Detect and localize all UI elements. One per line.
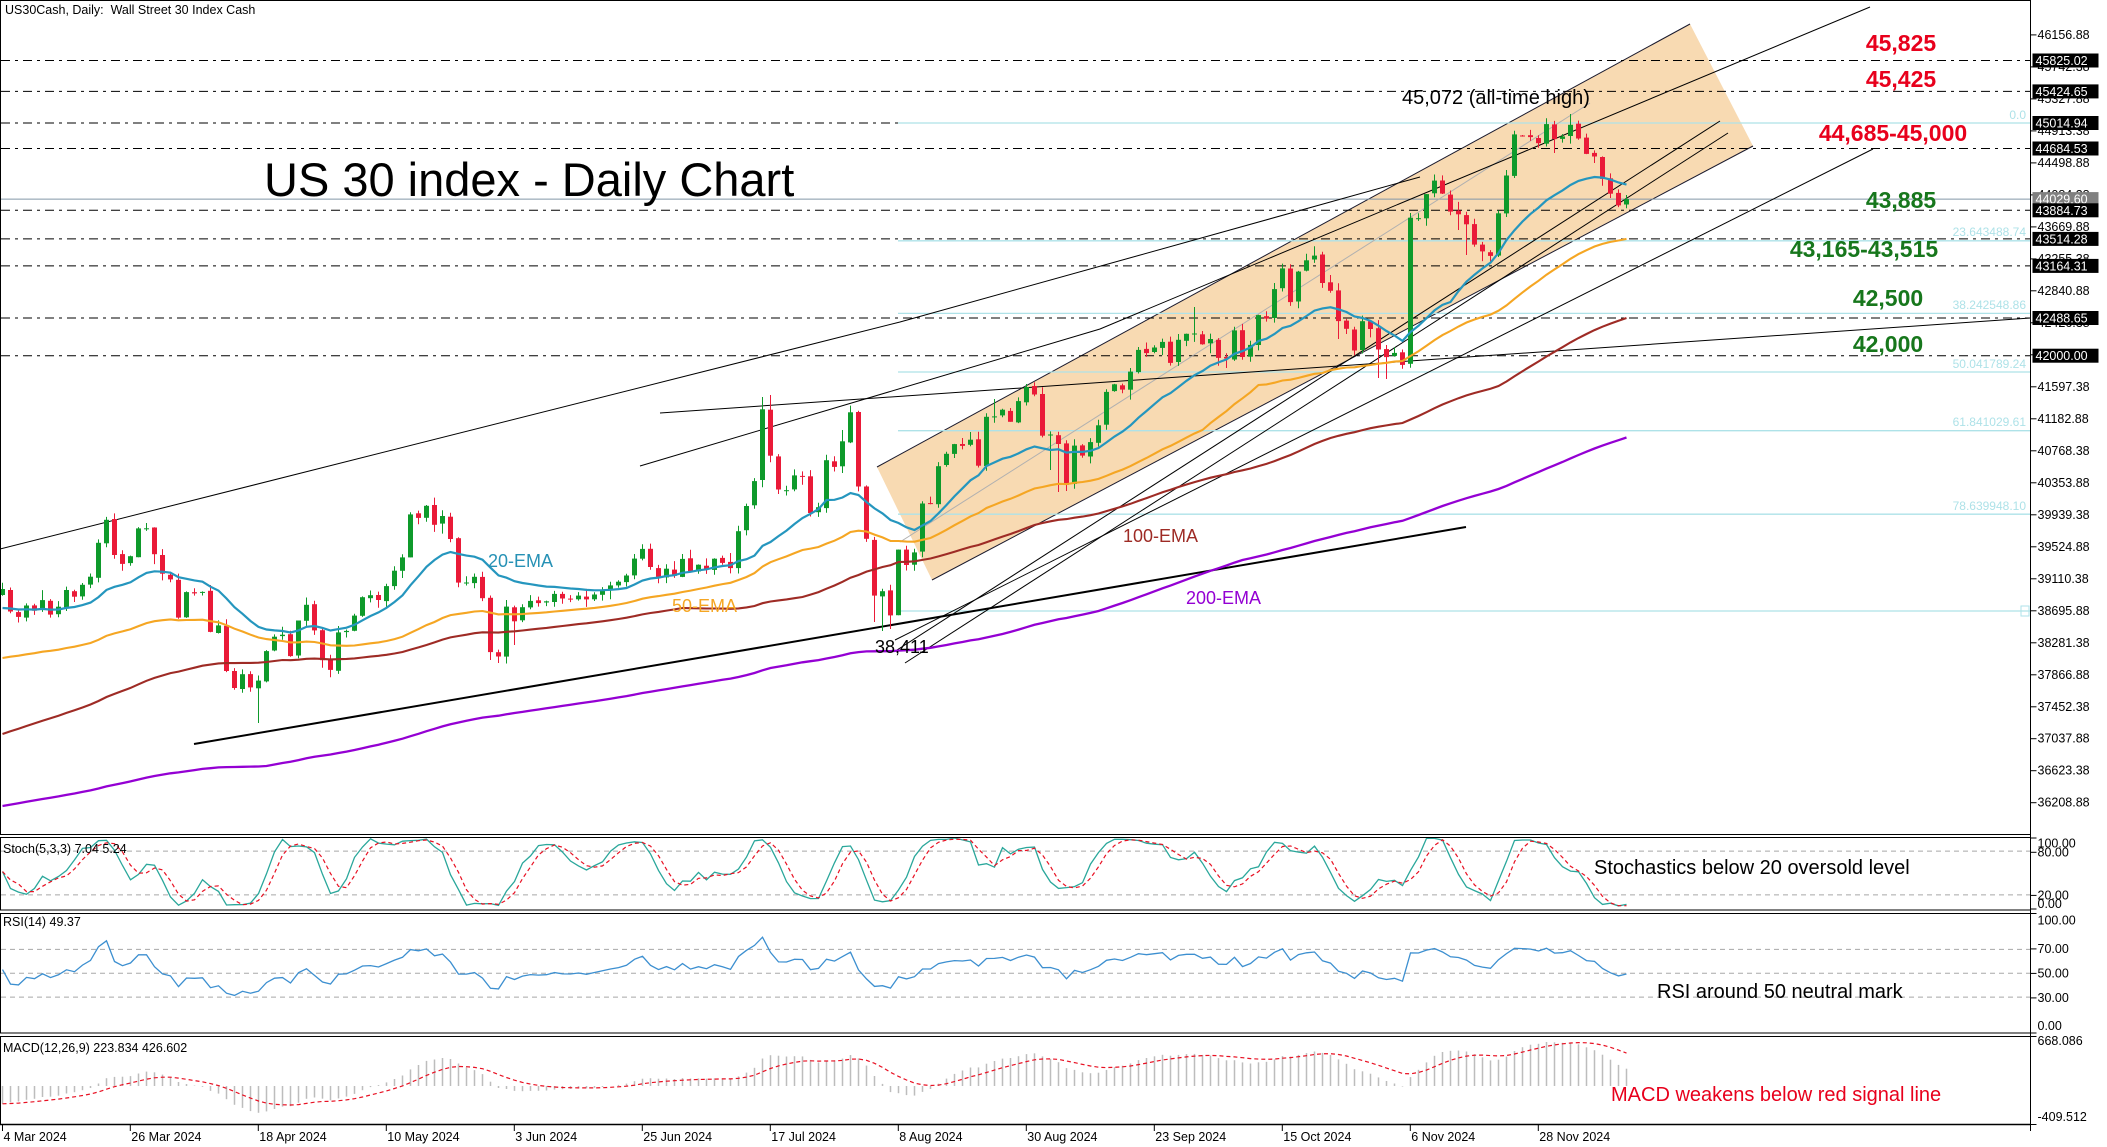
svg-text:30.00: 30.00 (2038, 991, 2069, 1005)
svg-text:42488.65: 42488.65 (2036, 312, 2088, 326)
svg-text:30 Aug 2024: 30 Aug 2024 (1027, 1130, 1097, 1144)
svg-text:44029.60: 44029.60 (2036, 193, 2088, 207)
svg-text:668.086: 668.086 (2038, 1034, 2083, 1048)
svg-text:Stoch(5,3,3) 7.04 5.24: Stoch(5,3,3) 7.04 5.24 (3, 842, 127, 856)
svg-text:38.242548.86: 38.242548.86 (1953, 298, 2027, 312)
svg-text:43,165-43,515: 43,165-43,515 (1790, 236, 1939, 262)
svg-text:RSI(14) 49.37: RSI(14) 49.37 (3, 915, 81, 929)
svg-text:36623.38: 36623.38 (2038, 764, 2090, 778)
svg-text:37452.38: 37452.38 (2038, 700, 2090, 714)
svg-text:43,885: 43,885 (1866, 187, 1937, 213)
svg-text:15 Oct 2024: 15 Oct 2024 (1283, 1130, 1351, 1144)
svg-text:43514.28: 43514.28 (2036, 232, 2088, 246)
svg-text:45,425: 45,425 (1866, 66, 1937, 92)
svg-text:78.639948.10: 78.639948.10 (1953, 499, 2027, 513)
svg-text:42000.00: 42000.00 (2036, 349, 2088, 363)
svg-text:0.00: 0.00 (2038, 897, 2062, 911)
svg-text:45014.94: 45014.94 (2036, 117, 2088, 131)
svg-text:10 May 2024: 10 May 2024 (387, 1130, 459, 1144)
svg-text:40768.38: 40768.38 (2038, 444, 2090, 458)
svg-text:42,000: 42,000 (1853, 331, 1923, 357)
svg-text:41597.38: 41597.38 (2038, 380, 2090, 394)
svg-text:50.00: 50.00 (2038, 966, 2069, 980)
svg-text:39110.38: 39110.38 (2038, 572, 2089, 586)
svg-text:MACD(12,26,9) 223.834 426.602: MACD(12,26,9) 223.834 426.602 (3, 1041, 187, 1055)
svg-text:Stochastics below 20 oversold: Stochastics below 20 oversold level (1594, 857, 1910, 879)
svg-text:40353.88: 40353.88 (2038, 476, 2090, 490)
svg-text:43164.31: 43164.31 (2036, 259, 2088, 273)
svg-text:45,072 (all-time high): 45,072 (all-time high) (1402, 87, 1590, 109)
svg-text:100.00: 100.00 (2038, 837, 2076, 851)
svg-text:44684.53: 44684.53 (2036, 142, 2088, 156)
svg-text:-409.512: -409.512 (2038, 1110, 2087, 1124)
svg-text:20.00: 20.00 (2038, 888, 2069, 902)
svg-text:38695.88: 38695.88 (2038, 604, 2090, 618)
svg-text:20-EMA: 20-EMA (488, 551, 553, 571)
svg-text:17 Jul 2024: 17 Jul 2024 (771, 1130, 836, 1144)
svg-text:200-EMA: 200-EMA (1186, 588, 1261, 608)
svg-text:39939.38: 39939.38 (2038, 508, 2090, 522)
svg-text:0.00: 0.00 (2038, 1019, 2062, 1033)
svg-text:43669.88: 43669.88 (2038, 220, 2090, 234)
svg-text:6 Nov 2024: 6 Nov 2024 (1411, 1130, 1475, 1144)
svg-text:50-EMA: 50-EMA (672, 596, 737, 616)
svg-text:4 Mar 2024: 4 Mar 2024 (4, 1130, 67, 1144)
svg-text:18 Apr 2024: 18 Apr 2024 (259, 1130, 326, 1144)
svg-text:0.0: 0.0 (2009, 108, 2026, 122)
svg-text:38281.38: 38281.38 (2038, 636, 2090, 650)
svg-text:100-EMA: 100-EMA (1123, 526, 1198, 546)
svg-text:US30Cash, Daily: Wall Street: US30Cash, Daily: Wall Street 30 Index Ca… (5, 3, 255, 17)
svg-text:45,825: 45,825 (1866, 30, 1937, 56)
svg-text:23.643488.74: 23.643488.74 (1953, 225, 2027, 239)
svg-text:61.841029.61: 61.841029.61 (1953, 415, 2027, 429)
svg-text:45825.02: 45825.02 (2036, 54, 2088, 68)
svg-text:26 Mar 2024: 26 Mar 2024 (131, 1130, 201, 1144)
svg-text:8 Aug 2024: 8 Aug 2024 (899, 1130, 962, 1144)
svg-text:41182.88: 41182.88 (2038, 412, 2089, 426)
svg-text:45424.65: 45424.65 (2036, 85, 2088, 99)
svg-text:42,500: 42,500 (1853, 285, 1923, 311)
svg-text:50.041789.24: 50.041789.24 (1953, 357, 2027, 371)
svg-text:3 Jun 2024: 3 Jun 2024 (515, 1130, 577, 1144)
svg-text:25 Jun 2024: 25 Jun 2024 (643, 1130, 712, 1144)
svg-text:46156.88: 46156.88 (2038, 28, 2090, 42)
svg-text:28 Nov 2024: 28 Nov 2024 (1539, 1130, 1610, 1144)
svg-text:US 30 index - Daily Chart: US 30 index - Daily Chart (264, 153, 794, 206)
svg-text:100.00: 100.00 (2038, 914, 2076, 928)
svg-text:37866.88: 37866.88 (2038, 668, 2090, 682)
svg-text:70.00: 70.00 (2038, 942, 2069, 956)
svg-text:80.00: 80.00 (2038, 845, 2069, 859)
svg-text:RSI around 50 neutral mark: RSI around 50 neutral mark (1657, 981, 1904, 1003)
svg-text:37037.88: 37037.88 (2038, 732, 2090, 746)
svg-text:43884.73: 43884.73 (2036, 204, 2088, 218)
svg-text:36208.88: 36208.88 (2038, 796, 2090, 810)
svg-text:MACD weakens below red signal: MACD weakens below red signal line (1611, 1084, 1941, 1106)
svg-text:38,411: 38,411 (875, 637, 929, 657)
svg-text:39524.88: 39524.88 (2038, 540, 2090, 554)
svg-text:23 Sep 2024: 23 Sep 2024 (1155, 1130, 1226, 1144)
svg-text:44498.88: 44498.88 (2038, 156, 2090, 170)
svg-text:42840.88: 42840.88 (2038, 284, 2090, 298)
svg-text:44,685-45,000: 44,685-45,000 (1819, 120, 1967, 146)
